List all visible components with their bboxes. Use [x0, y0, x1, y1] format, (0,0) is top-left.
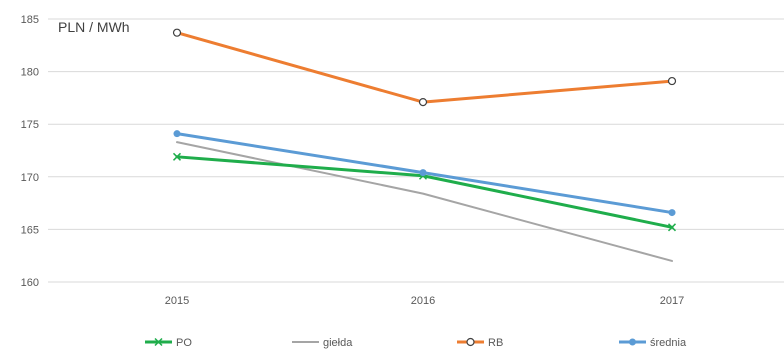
legend-item-po: PO — [145, 337, 192, 349]
legend-item-rb: RB — [457, 337, 503, 349]
data-point-srednia-2016 — [419, 169, 427, 177]
y-tick-label: 180 — [21, 67, 39, 79]
data-point-po-2017 — [667, 223, 677, 232]
series-srednia — [173, 130, 676, 217]
data-point-rb-2017 — [667, 76, 677, 86]
series-rb — [172, 28, 677, 107]
legend-marker-srednia — [629, 338, 636, 346]
data-point-srednia-2015 — [173, 130, 181, 138]
data-point-rb-2016 — [418, 98, 428, 107]
series-line-gielda — [176, 141, 673, 262]
series-line-rb — [175, 31, 674, 104]
y-tick-label: 160 — [21, 277, 39, 289]
x-tick-label: 2017 — [660, 295, 684, 307]
legend-marker-rb — [466, 337, 475, 347]
legend-marker-po — [154, 337, 163, 347]
gridlines — [48, 18, 784, 283]
series-layer — [172, 28, 677, 262]
legend-item-gielda: giełda — [292, 337, 353, 349]
x-tick-label: 2016 — [411, 295, 435, 307]
x-axis-ticks: 2015 2016 2017 — [165, 295, 684, 307]
legend-item-srednia: średnia — [619, 337, 687, 349]
series-line-po — [175, 155, 674, 229]
y-tick-label: 175 — [21, 119, 39, 131]
series-po — [172, 152, 677, 232]
legend-label-rb: RB — [488, 337, 503, 349]
legend-label-gielda: giełda — [323, 337, 353, 349]
y-axis-ticks: 160 165 170 175 180 185 — [21, 14, 39, 289]
legend-label-po: PO — [176, 337, 192, 349]
x-tick-label: 2015 — [165, 295, 189, 307]
y-tick-label: 165 — [21, 224, 39, 236]
series-gielda — [176, 141, 673, 262]
y-tick-label: 170 — [21, 172, 39, 184]
unit-label: PLN / MWh — [58, 19, 130, 35]
data-point-rb-2015 — [172, 28, 182, 37]
data-point-po-2015 — [172, 152, 182, 161]
legend: PO giełda RB średnia — [145, 337, 687, 349]
data-point-srednia-2017 — [668, 209, 676, 217]
legend-label-srednia: średnia — [650, 337, 687, 349]
y-tick-label: 185 — [21, 14, 39, 26]
